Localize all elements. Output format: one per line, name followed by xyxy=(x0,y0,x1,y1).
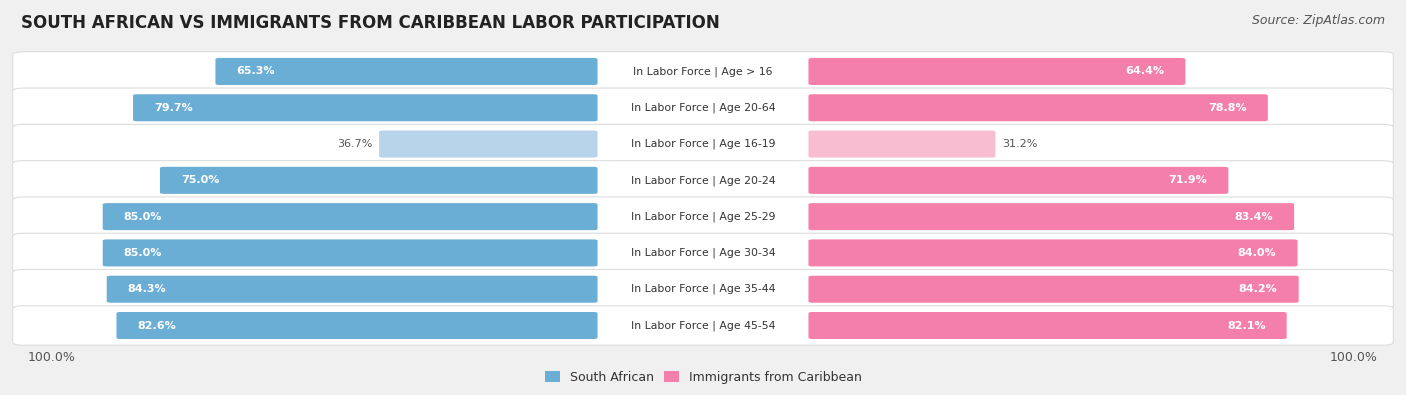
Text: 82.1%: 82.1% xyxy=(1227,320,1265,331)
Text: 65.3%: 65.3% xyxy=(236,66,276,77)
FancyBboxPatch shape xyxy=(134,94,598,121)
Text: In Labor Force | Age 20-24: In Labor Force | Age 20-24 xyxy=(631,175,775,186)
Text: 100.0%: 100.0% xyxy=(1330,351,1378,364)
FancyBboxPatch shape xyxy=(103,203,598,230)
FancyBboxPatch shape xyxy=(107,276,598,303)
FancyBboxPatch shape xyxy=(215,58,598,85)
Text: 100.0%: 100.0% xyxy=(28,351,76,364)
FancyBboxPatch shape xyxy=(808,167,1229,194)
FancyBboxPatch shape xyxy=(13,197,1393,236)
FancyBboxPatch shape xyxy=(380,130,598,158)
Text: 84.2%: 84.2% xyxy=(1239,284,1278,294)
Text: 71.9%: 71.9% xyxy=(1168,175,1208,185)
Text: SOUTH AFRICAN VS IMMIGRANTS FROM CARIBBEAN LABOR PARTICIPATION: SOUTH AFRICAN VS IMMIGRANTS FROM CARIBBE… xyxy=(21,14,720,32)
Text: In Labor Force | Age 30-34: In Labor Force | Age 30-34 xyxy=(631,248,775,258)
FancyBboxPatch shape xyxy=(103,239,598,267)
Text: Source: ZipAtlas.com: Source: ZipAtlas.com xyxy=(1251,14,1385,27)
Text: In Labor Force | Age > 16: In Labor Force | Age > 16 xyxy=(633,66,773,77)
FancyBboxPatch shape xyxy=(808,239,1298,267)
Text: 64.4%: 64.4% xyxy=(1125,66,1164,77)
Text: 75.0%: 75.0% xyxy=(181,175,219,185)
FancyBboxPatch shape xyxy=(13,124,1393,164)
Text: 78.8%: 78.8% xyxy=(1208,103,1247,113)
Text: 31.2%: 31.2% xyxy=(1002,139,1038,149)
Text: In Labor Force | Age 20-64: In Labor Force | Age 20-64 xyxy=(631,103,775,113)
Text: 79.7%: 79.7% xyxy=(155,103,193,113)
FancyBboxPatch shape xyxy=(117,312,598,339)
Legend: South African, Immigrants from Caribbean: South African, Immigrants from Caribbean xyxy=(540,366,866,389)
FancyBboxPatch shape xyxy=(13,52,1393,91)
Text: 85.0%: 85.0% xyxy=(124,248,162,258)
Text: In Labor Force | Age 25-29: In Labor Force | Age 25-29 xyxy=(631,211,775,222)
Text: 84.0%: 84.0% xyxy=(1237,248,1277,258)
FancyBboxPatch shape xyxy=(808,312,1286,339)
Text: 85.0%: 85.0% xyxy=(124,212,162,222)
Text: 83.4%: 83.4% xyxy=(1234,212,1272,222)
FancyBboxPatch shape xyxy=(13,88,1393,128)
FancyBboxPatch shape xyxy=(13,233,1393,273)
FancyBboxPatch shape xyxy=(808,94,1268,121)
Text: 36.7%: 36.7% xyxy=(336,139,373,149)
Text: In Labor Force | Age 35-44: In Labor Force | Age 35-44 xyxy=(631,284,775,294)
Text: 82.6%: 82.6% xyxy=(138,320,176,331)
FancyBboxPatch shape xyxy=(13,161,1393,200)
FancyBboxPatch shape xyxy=(160,167,598,194)
Text: In Labor Force | Age 45-54: In Labor Force | Age 45-54 xyxy=(631,320,775,331)
FancyBboxPatch shape xyxy=(808,58,1185,85)
Text: In Labor Force | Age 16-19: In Labor Force | Age 16-19 xyxy=(631,139,775,149)
FancyBboxPatch shape xyxy=(808,203,1294,230)
FancyBboxPatch shape xyxy=(808,276,1299,303)
FancyBboxPatch shape xyxy=(808,130,995,158)
FancyBboxPatch shape xyxy=(13,269,1393,309)
Text: 84.3%: 84.3% xyxy=(128,284,166,294)
FancyBboxPatch shape xyxy=(13,306,1393,345)
